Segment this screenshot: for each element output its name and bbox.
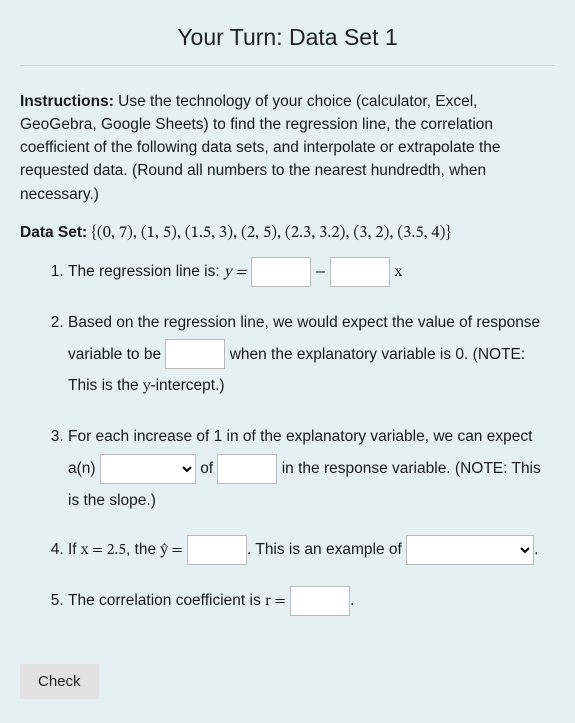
q4-text-c: . This is an example of [247, 541, 406, 558]
question-3: For each increase of 1 in of the explana… [68, 421, 555, 516]
q5-input[interactable] [290, 586, 350, 616]
question-1: The regression line is: y = − x [68, 256, 555, 289]
q1-input-slope[interactable] [330, 257, 390, 287]
q1-minus: − [315, 264, 326, 280]
instructions: Instructions: Use the technology of your… [20, 90, 555, 206]
q3-input[interactable] [217, 454, 277, 484]
q2-text-c: -intercept.) [150, 377, 224, 394]
data-set-values: {(0, 7), (1, 5), (1.5, 3), (2, 5), (2.3,… [92, 224, 451, 241]
check-button[interactable]: Check [20, 664, 99, 699]
question-2: Based on the regression line, we would e… [68, 307, 555, 403]
q4-text-d: . [534, 541, 538, 558]
q1-var-x: x [395, 264, 402, 280]
q5-text-b: . [350, 592, 354, 609]
q4-select-type[interactable] [406, 535, 534, 565]
q4-text-b: , the [126, 541, 160, 558]
divider [20, 65, 555, 66]
question-list: The regression line is: y = − x Based on… [20, 256, 555, 618]
q4-xval: x = 2.5 [81, 542, 126, 558]
q4-input[interactable] [187, 535, 247, 565]
q1-input-intercept[interactable] [251, 257, 311, 287]
question-5: The correlation coefficient is r = . [68, 585, 555, 618]
q5-text-a: The correlation coefficient is [68, 592, 265, 609]
q1-text-pre: The regression line is: [68, 263, 224, 280]
data-set-label: Data Set: [20, 224, 92, 241]
q2-input[interactable] [165, 339, 225, 369]
q5-rvar: r = [265, 593, 286, 609]
q4-yhat: ŷ = [160, 542, 182, 558]
q3-text-b: of [200, 460, 217, 477]
q4-text-a: If [68, 541, 81, 558]
q3-select-direction[interactable] [100, 454, 196, 484]
instructions-label: Instructions: [20, 93, 114, 110]
page-title: Your Turn: Data Set 1 [20, 20, 555, 55]
data-set-line: Data Set: {(0, 7), (1, 5), (1.5, 3), (2,… [20, 221, 555, 246]
question-4: If x = 2.5, the ŷ = . This is an example… [68, 534, 555, 567]
q1-eq-lhs: y = [224, 264, 246, 280]
